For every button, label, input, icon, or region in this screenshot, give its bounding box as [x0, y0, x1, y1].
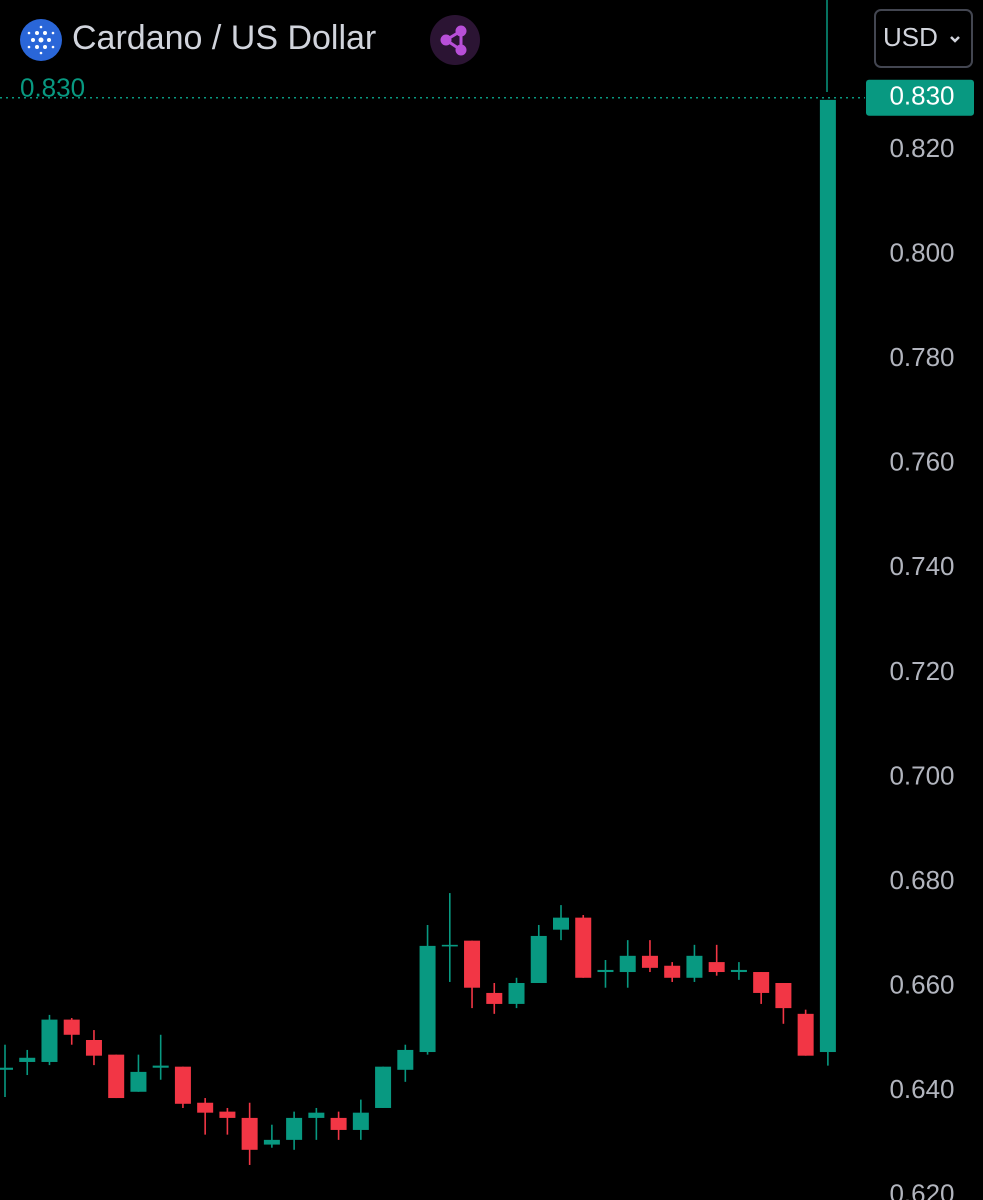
candle-body: [286, 1117, 303, 1140]
candle-body: [174, 1066, 191, 1104]
y-tick-label: 0.760: [889, 447, 954, 477]
candle-body: [575, 917, 592, 978]
candle-body: [397, 1049, 414, 1070]
candle-body: [686, 955, 703, 978]
last-price-label: 0.830: [889, 81, 954, 111]
candle-body: [108, 1054, 125, 1099]
candle-body: [0, 1067, 13, 1070]
candle-body: [530, 935, 547, 984]
candle-body: [619, 955, 636, 973]
candle-body: [41, 1019, 58, 1062]
candle-body: [775, 983, 792, 1009]
y-tick-label: 0.780: [889, 342, 954, 372]
candle-body: [641, 955, 658, 968]
candle-body: [63, 1019, 80, 1035]
candle-body: [85, 1040, 102, 1056]
coin-icon-dots: [27, 25, 55, 55]
candle-body: [19, 1057, 36, 1062]
y-tick-label: 0.620: [889, 1179, 954, 1200]
y-tick-label: 0.800: [889, 238, 954, 268]
candle-body: [597, 969, 614, 973]
candle-body: [708, 962, 725, 973]
y-tick-label: 0.700: [889, 760, 954, 790]
candle-body: [152, 1065, 169, 1068]
candle-body: [130, 1071, 147, 1092]
y-tick-label: 0.740: [889, 551, 954, 581]
candle-body: [263, 1139, 280, 1145]
candle-body: [375, 1066, 392, 1108]
candle-body: [730, 969, 747, 973]
candle-body: [797, 1013, 814, 1056]
y-tick-label: 0.820: [889, 133, 954, 163]
candle-body: [352, 1112, 369, 1130]
candle-body: [753, 972, 770, 993]
candle-body: [508, 983, 525, 1004]
candle-body: [441, 944, 458, 947]
candle-body: [553, 917, 569, 930]
share-button[interactable]: [430, 15, 480, 65]
y-tick-label: 0.660: [889, 970, 954, 1000]
y-tick-label: 0.680: [889, 865, 954, 895]
symbol-title: Cardano / US Dollar: [72, 19, 376, 57]
candle-body: [308, 1112, 325, 1118]
plot: [0, 99, 836, 1165]
last-price-badge: [866, 79, 974, 116]
candle-body: [819, 99, 836, 1053]
candle-body: [486, 992, 503, 1004]
currency-button[interactable]: [874, 9, 973, 68]
currency-chevron: [950, 36, 960, 43]
share-icon: [440, 25, 467, 56]
y-tick-label: 0.720: [889, 656, 954, 686]
currency-label: USD: [883, 22, 938, 52]
candle-body: [241, 1117, 258, 1150]
candle-body: [330, 1117, 347, 1130]
candle-body: [464, 940, 481, 988]
high-price-label: 0.830: [20, 73, 85, 103]
candle-body: [197, 1102, 214, 1113]
candle-body: [419, 945, 436, 1053]
candle-body: [664, 965, 681, 978]
candle-body: [219, 1111, 236, 1118]
y-tick-label: 0.640: [889, 1074, 954, 1104]
